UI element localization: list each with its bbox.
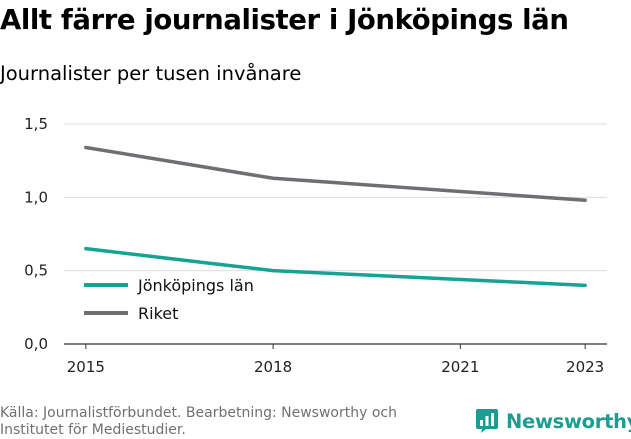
grid-lines — [64, 123, 607, 345]
series-line-0 — [84, 246, 587, 288]
x-axis-ticks: 2015 2018 2021 2023 — [67, 344, 604, 376]
x-tick-label: 2021 — [441, 358, 479, 376]
logo-text: Newsworthy — [506, 409, 631, 433]
newsworthy-logo-icon — [476, 409, 498, 433]
chart-title: Allt färre journalister i Jönköpings län — [0, 4, 569, 36]
legend-label: Jönköpings län — [137, 276, 254, 295]
line-chart: 0,0 0,5 1,0 1,5 2015 2018 2021 2023 Jönköpings… — [24, 115, 607, 376]
y-tick-label: 1,5 — [24, 115, 48, 133]
x-tick-label: 2015 — [67, 358, 105, 376]
x-tick-label: 2023 — [566, 358, 604, 376]
brand-logo: Newsworthy — [475, 408, 631, 434]
y-axis-ticks: 0,0 0,5 1,0 1,5 — [24, 115, 48, 353]
series-line-1 — [84, 145, 587, 203]
source-note: Källa: Journalistförbundet. Bearbetning:… — [0, 405, 397, 438]
x-tick-label: 2018 — [254, 358, 292, 376]
legend: Jönköpings län Riket — [84, 276, 254, 323]
y-tick-label: 1,0 — [24, 188, 48, 206]
y-tick-label: 0,0 — [24, 335, 48, 353]
chart-subtitle: Journalister per tusen invånare — [0, 62, 302, 85]
y-tick-label: 0,5 — [24, 262, 48, 280]
series-lines — [84, 145, 587, 288]
legend-label: Riket — [138, 304, 178, 323]
